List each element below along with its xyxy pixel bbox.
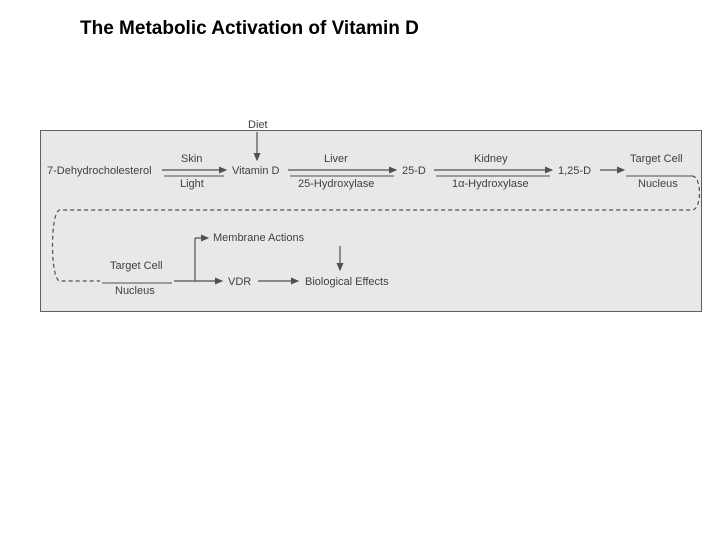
- node-hydrox25: 25-Hydroxylase: [298, 178, 374, 190]
- node-d25: 25-D: [402, 165, 426, 177]
- node-dehydro: 7-Dehydrocholesterol: [47, 165, 152, 177]
- page: The Metabolic Activation of Vitamin D Di…: [0, 0, 720, 540]
- node-kidney: Kidney: [474, 153, 508, 165]
- node-nucleus1: Nucleus: [638, 178, 678, 190]
- diagram-paths: [0, 0, 720, 540]
- node-target2: Target Cell: [110, 260, 163, 272]
- node-hydrox1a: 1α-Hydroxylase: [452, 178, 529, 190]
- node-liver: Liver: [324, 153, 348, 165]
- node-membrane: Membrane Actions: [213, 232, 304, 244]
- node-vdr: VDR: [228, 276, 251, 288]
- node-nucleus2: Nucleus: [115, 285, 155, 297]
- node-bioeff: Biological Effects: [305, 276, 389, 288]
- node-target1: Target Cell: [630, 153, 683, 165]
- node-skin: Skin: [181, 153, 202, 165]
- node-d125: 1,25-D: [558, 165, 591, 177]
- node-light: Light: [180, 178, 204, 190]
- node-diet: Diet: [248, 119, 268, 131]
- node-vitd: Vitamin D: [232, 165, 279, 177]
